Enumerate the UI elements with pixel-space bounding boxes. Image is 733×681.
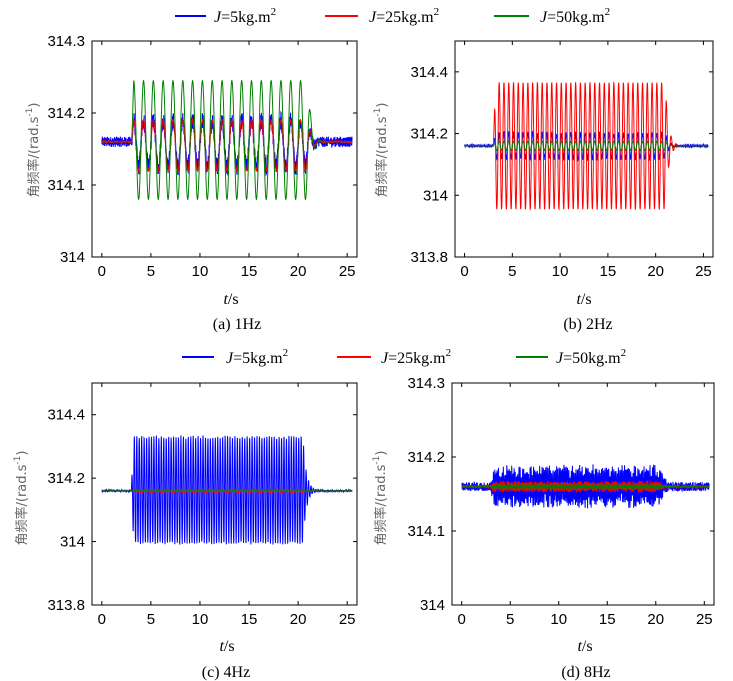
series-group bbox=[464, 81, 709, 211]
x-tick-label: 10 bbox=[192, 611, 209, 628]
x-tick-label: 20 bbox=[290, 263, 307, 280]
series-line-3 bbox=[464, 140, 709, 152]
y-tick-label: 314 bbox=[60, 534, 85, 551]
plot-frame bbox=[91, 40, 358, 258]
x-tick-label: 0 bbox=[458, 611, 466, 628]
legend-bottom-item-1: J=5kg.m2 bbox=[182, 347, 288, 367]
y-tick-label: 313.8 bbox=[47, 597, 85, 614]
series-group bbox=[101, 79, 353, 201]
legend-top-item-1: J=5kg.m2 bbox=[175, 6, 276, 26]
x-tick-label: 15 bbox=[241, 611, 258, 628]
legend-top-label-1: J=5kg.m2 bbox=[214, 6, 276, 26]
x-tick-label: 15 bbox=[241, 263, 258, 280]
legend-bottom: J=5kg.m2 J=25kg.m2 J=50kg.m2 bbox=[182, 347, 626, 367]
x-tick-label: 10 bbox=[192, 263, 209, 280]
y-tick-label: 314.2 bbox=[47, 105, 85, 122]
y-tick-label: 314.4 bbox=[47, 407, 85, 424]
plot-frame bbox=[454, 40, 714, 258]
chart-panel-a: 0 5 10 15 20 25 314 314.1 314.2 314.3 t/s 角频率/(rad.… bbox=[25, 33, 358, 333]
x-tick-label: 5 bbox=[147, 263, 155, 280]
panel-caption: (b) 2Hz bbox=[563, 316, 612, 333]
legend-top-label-3: J=50kg.m2 bbox=[540, 6, 610, 26]
x-tick-label: 10 bbox=[552, 263, 569, 280]
y-axis-label: 角频率/(rad.s-1) bbox=[373, 103, 390, 198]
x-axis-label: t/s bbox=[223, 291, 238, 308]
x-tick-label: 20 bbox=[290, 611, 307, 628]
x-tick-label: 25 bbox=[696, 611, 713, 628]
legend-top-item-2: J=25kg.m2 bbox=[325, 6, 439, 26]
x-tick-label: 25 bbox=[339, 611, 356, 628]
legend-bottom-item-3: J=50kg.m2 bbox=[516, 347, 626, 367]
x-tick-label: 0 bbox=[98, 263, 106, 280]
x-axis-label: t/s bbox=[577, 638, 592, 655]
y-axis-label: 角频率/(rad.s-1) bbox=[25, 103, 42, 198]
plot-frame bbox=[91, 382, 358, 606]
y-tick-label: 314.2 bbox=[410, 126, 448, 143]
series-group bbox=[101, 435, 353, 545]
y-tick-label: 314.3 bbox=[407, 375, 445, 392]
y-tick-label: 314 bbox=[420, 597, 445, 614]
x-tick-label: 0 bbox=[460, 263, 468, 280]
legend-bottom-label-1: J=5kg.m2 bbox=[226, 347, 288, 367]
chart-panel-b: 0 5 10 15 20 25 313.8 314 314.2 314.4 t/s 角频率/(rad.… bbox=[373, 40, 714, 333]
panel-caption: (c) 4Hz bbox=[202, 664, 250, 681]
legend-bottom-label-2: J=25kg.m2 bbox=[381, 347, 451, 367]
series-line-3 bbox=[101, 79, 353, 201]
legend-top-label-2: J=25kg.m2 bbox=[369, 6, 439, 26]
x-tick-label: 25 bbox=[339, 263, 356, 280]
legend-bottom-label-3: J=50kg.m2 bbox=[556, 347, 626, 367]
y-tick-label: 314.2 bbox=[47, 470, 85, 487]
x-axis-label: t/s bbox=[219, 638, 234, 655]
series-line-3 bbox=[101, 489, 353, 492]
series-line-2 bbox=[101, 117, 353, 174]
series-line-3 bbox=[461, 483, 710, 490]
panel-caption: (a) 1Hz bbox=[213, 316, 261, 333]
y-tick-label: 314 bbox=[60, 249, 85, 266]
legend-top: J=5kg.m2 J=25kg.m2 J=50kg.m2 bbox=[175, 6, 610, 26]
legend-top-item-3: J=50kg.m2 bbox=[494, 6, 610, 26]
plot-frame bbox=[451, 382, 715, 606]
x-tick-label: 10 bbox=[550, 611, 567, 628]
y-axis-label: 角频率/(rad.s-1) bbox=[13, 451, 30, 546]
y-tick-label: 314.1 bbox=[407, 523, 445, 540]
x-tick-label: 5 bbox=[508, 263, 516, 280]
x-tick-label: 5 bbox=[506, 611, 514, 628]
x-axis-label: t/s bbox=[576, 291, 591, 308]
x-tick-label: 15 bbox=[600, 263, 617, 280]
legend-bottom-item-2: J=25kg.m2 bbox=[337, 347, 451, 367]
x-tick-label: 0 bbox=[98, 611, 106, 628]
x-tick-label: 15 bbox=[599, 611, 616, 628]
x-tick-label: 20 bbox=[647, 611, 664, 628]
y-tick-label: 314.2 bbox=[407, 449, 445, 466]
chart-panel-c: 0 5 10 15 20 25 313.8 314 314.2 314.4 t/s 角频率/(rad.… bbox=[13, 382, 358, 681]
x-tick-label: 25 bbox=[695, 263, 712, 280]
panel-caption: (d) 8Hz bbox=[561, 664, 610, 681]
y-tick-label: 314.3 bbox=[47, 33, 85, 50]
y-tick-label: 313.8 bbox=[410, 249, 448, 266]
y-tick-label: 314.1 bbox=[47, 177, 85, 194]
x-tick-label: 20 bbox=[647, 263, 664, 280]
y-axis-label: 角频率/(rad.s-1) bbox=[372, 451, 389, 546]
y-tick-label: 314 bbox=[423, 187, 448, 204]
series-group bbox=[461, 464, 710, 509]
y-tick-label: 314.4 bbox=[410, 64, 448, 81]
chart-panel-d: 0 5 10 15 20 25 314 314.1 314.2 314.3 t/s 角频率/(rad.… bbox=[372, 375, 715, 681]
x-tick-label: 5 bbox=[147, 611, 155, 628]
